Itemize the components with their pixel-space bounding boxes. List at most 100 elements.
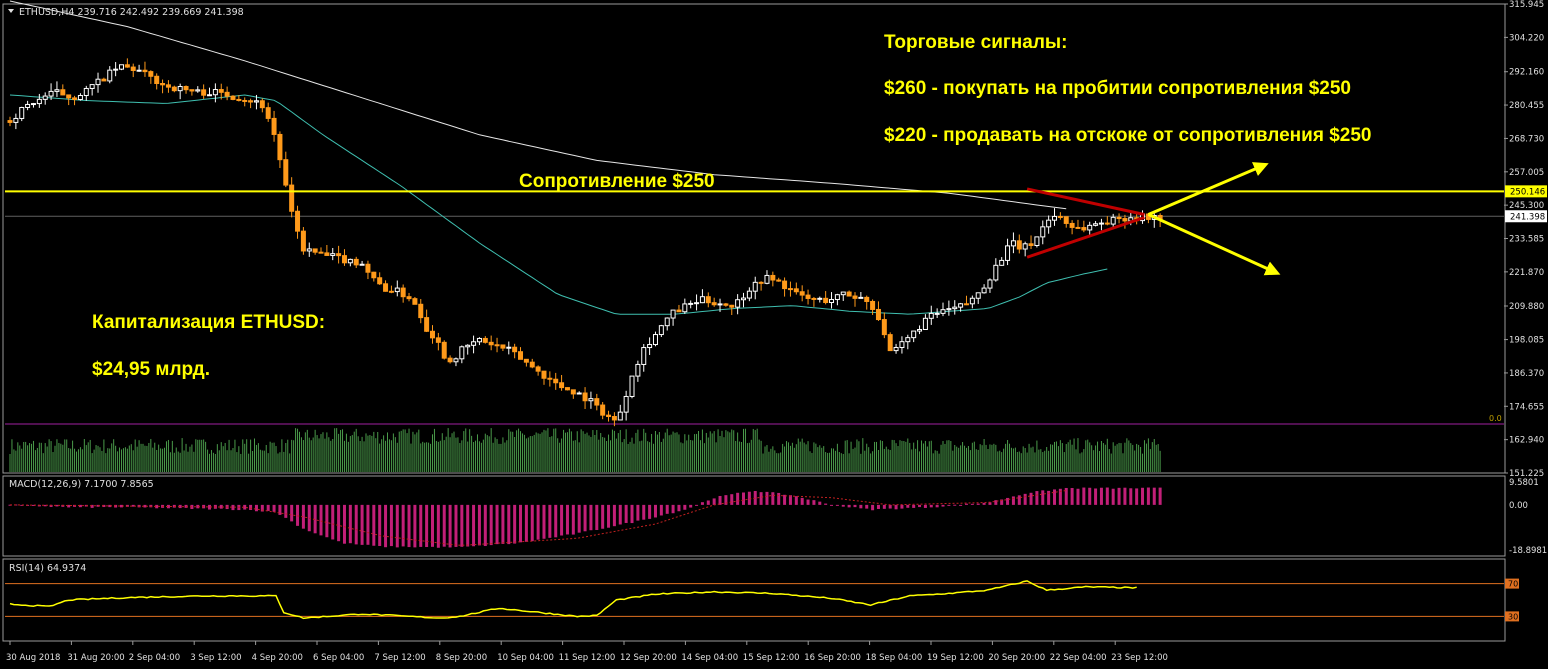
candle-bear <box>230 95 236 100</box>
macd-bar <box>231 504 235 511</box>
candle-bull <box>617 411 623 421</box>
macd-bar <box>677 504 681 512</box>
macd-bar <box>1094 488 1098 505</box>
rsi-level-badge <box>1505 611 1519 622</box>
candle-bull <box>576 392 582 395</box>
candle-bear <box>523 358 529 363</box>
collapse-triangle-icon[interactable] <box>8 9 14 13</box>
macd-bar <box>296 504 300 526</box>
time-tick-label: 22 Sep 04:00 <box>1050 653 1107 663</box>
candle-bear <box>488 341 494 346</box>
price-tick-label: 221.870 <box>1509 268 1544 278</box>
candle-bear <box>1016 240 1022 250</box>
candle-bear <box>799 291 805 296</box>
macd-bar <box>342 504 346 544</box>
macd-bar <box>243 504 247 510</box>
candle-bull <box>107 69 113 82</box>
macd-bar <box>454 504 458 547</box>
candle-bear <box>365 263 371 273</box>
candle-bull <box>629 375 635 397</box>
candle-bull <box>48 90 54 97</box>
macd-bar <box>824 503 828 505</box>
candle-bear <box>435 337 441 343</box>
candle-bear <box>676 309 682 313</box>
candle-bear <box>963 303 969 306</box>
candle-bear <box>782 280 788 290</box>
candle-bear <box>300 230 306 252</box>
candle-bear <box>271 117 277 135</box>
candle-bull <box>858 296 864 299</box>
macd-bar <box>765 491 769 505</box>
header: ETHUSD,H4 239.716 242.492 239.669 241.39… <box>8 7 244 18</box>
time-tick-label: 12 Sep 20:00 <box>620 653 677 663</box>
candle-bear <box>312 248 318 253</box>
macd-bar <box>859 504 863 509</box>
signals-title: Торговые сигналы: <box>884 32 1067 53</box>
symbol-header: ETHUSD,H4 239.716 242.492 239.669 241.39… <box>19 7 244 18</box>
candle-bull <box>1087 224 1093 231</box>
candle-bull <box>899 341 905 349</box>
candle-bear <box>805 294 811 299</box>
macd-bar <box>1000 499 1004 505</box>
macd-bar <box>108 504 112 508</box>
macd-bar <box>196 504 200 509</box>
candle-bull <box>746 290 752 299</box>
rsi-label: RSI(14) 64.9374 <box>9 563 86 574</box>
candle-bear <box>189 89 195 92</box>
candle-bear <box>124 64 130 68</box>
arrow-down-icon <box>1147 213 1281 276</box>
rsi-level-badge <box>1505 578 1519 589</box>
candle-bear <box>1057 215 1063 218</box>
macd-bar <box>208 504 212 510</box>
macd-bar <box>982 502 986 505</box>
macd-bar <box>472 504 476 547</box>
candle-bull <box>741 297 746 301</box>
candle-bull <box>969 297 975 305</box>
candle-bear <box>318 251 324 254</box>
candle-bear <box>852 295 858 299</box>
candle-bull <box>1110 216 1116 225</box>
macd-bar <box>941 504 945 507</box>
macd-bar <box>601 504 605 529</box>
macd-bar <box>1011 496 1015 505</box>
candle-bull <box>83 87 89 97</box>
candle-bear <box>529 361 535 368</box>
candle-bear <box>1116 216 1122 220</box>
macd-bar <box>759 492 763 505</box>
candle-bear <box>7 120 13 123</box>
candle-bull <box>699 296 705 304</box>
triangle-upper-line <box>1026 187 1145 217</box>
candle-bull <box>688 302 694 305</box>
candle-bear <box>341 255 347 264</box>
macd-bar <box>565 504 569 535</box>
time-axis[interactable]: 30 Aug 2018 31 Aug 20:00 2 Sep 04:00 3 Sep … <box>6 641 1168 663</box>
candle-bear <box>875 308 881 321</box>
macd-bar <box>1082 487 1086 505</box>
candle-bull <box>752 281 758 292</box>
candle-bull <box>934 312 940 315</box>
macd-bar <box>671 504 675 514</box>
macd-bar <box>436 504 440 548</box>
macd-bar <box>419 504 423 547</box>
candle-bull <box>42 95 48 100</box>
macd-bar <box>524 504 528 542</box>
candle-bear <box>289 184 295 212</box>
price-axis[interactable]: 315.945 304.220 292.160 280.455 268.730 257.0… <box>1504 0 1544 479</box>
candle-bull <box>54 89 60 92</box>
macd-bar <box>1111 488 1115 505</box>
candle-bear <box>1069 222 1075 228</box>
candle-bear <box>371 271 377 279</box>
candle-bull <box>95 78 101 86</box>
macd-bar <box>583 504 587 532</box>
macd-bar <box>876 504 880 509</box>
volume-zero-label: 0.0 <box>1489 414 1502 423</box>
resistance-price-badge <box>1505 185 1547 198</box>
macd-bar <box>994 500 998 505</box>
candle-bear <box>418 303 424 319</box>
price-tick-label: 174.655 <box>1509 402 1544 412</box>
macd-bar <box>783 494 787 505</box>
candle-bull <box>19 106 25 119</box>
candle-bear <box>864 296 870 302</box>
candle-bear <box>1104 222 1110 225</box>
macd-bar <box>847 504 851 508</box>
